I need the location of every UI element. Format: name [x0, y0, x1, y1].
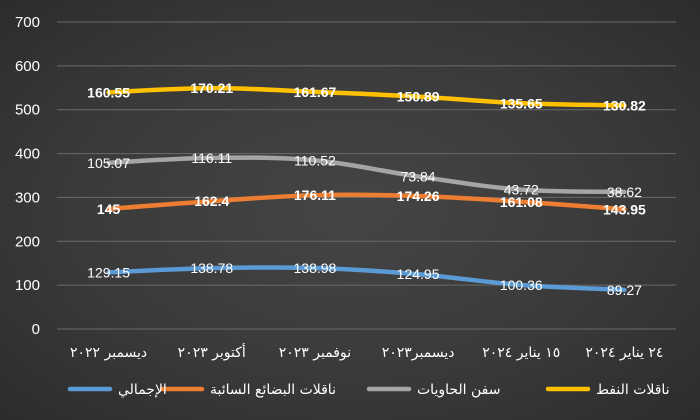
y-tick-label: 300 — [15, 189, 40, 206]
data-label: 174.26 — [397, 188, 440, 204]
data-label: 150.89 — [397, 89, 440, 105]
data-label: 138.98 — [294, 260, 337, 276]
y-tick-label: 100 — [15, 277, 40, 294]
x-tick-label: ٢٤ يناير ٢٠٢٤ — [585, 345, 663, 361]
data-label: 129.15 — [87, 264, 130, 280]
series-line — [106, 155, 627, 195]
data-label: 89.27 — [607, 282, 642, 298]
x-tick-label: ديسمبر٢٠٢٣ — [382, 345, 455, 361]
data-label: 138.78 — [190, 260, 233, 276]
y-tick-label: 500 — [15, 102, 40, 119]
data-label: 124.95 — [397, 266, 440, 282]
x-tick-label: ١٥ يناير ٢٠٢٤ — [482, 345, 560, 361]
series-line — [106, 85, 627, 108]
x-tick-label: نوفمبر ٢٠٢٣ — [279, 345, 351, 361]
legend-label: سفن الحاويات — [417, 382, 500, 398]
data-label: 116.11 — [191, 150, 232, 166]
data-label: 105.07 — [87, 155, 130, 171]
data-label: 160.55 — [87, 84, 130, 100]
y-tick-label: 600 — [15, 58, 40, 75]
y-tick-label: 0 — [32, 321, 40, 338]
y-tick-label: 400 — [15, 146, 40, 163]
y-tick-label: 200 — [15, 233, 40, 250]
series-line — [106, 265, 627, 293]
data-label: 135.65 — [500, 95, 543, 111]
data-label: 145 — [97, 201, 121, 217]
legend-label: ناقلات النفط — [596, 382, 670, 398]
series-line — [106, 192, 627, 212]
legend-label: ناقلات البضائع السائبة — [210, 382, 336, 398]
data-label: 161.08 — [500, 194, 543, 210]
data-label: 162.4 — [194, 193, 229, 209]
data-label: 73.84 — [401, 168, 436, 184]
data-label: 38.62 — [607, 184, 642, 200]
legend-label: الإجمالي — [118, 382, 167, 398]
y-tick-label: 700 — [15, 14, 40, 31]
data-label: 143.95 — [603, 201, 646, 217]
data-label: 43.72 — [504, 182, 539, 198]
data-label: 161.67 — [294, 84, 337, 100]
x-tick-label: أكتوبر ٢٠٢٣ — [178, 343, 246, 361]
data-label: 176.11 — [294, 187, 336, 203]
x-tick-label: ديسمبر ٢٠٢٢ — [70, 345, 147, 361]
data-label: 100.36 — [500, 277, 543, 293]
data-label: 170.21 — [190, 80, 233, 96]
data-label: 110.52 — [294, 152, 336, 168]
data-label: 130.82 — [603, 97, 646, 113]
